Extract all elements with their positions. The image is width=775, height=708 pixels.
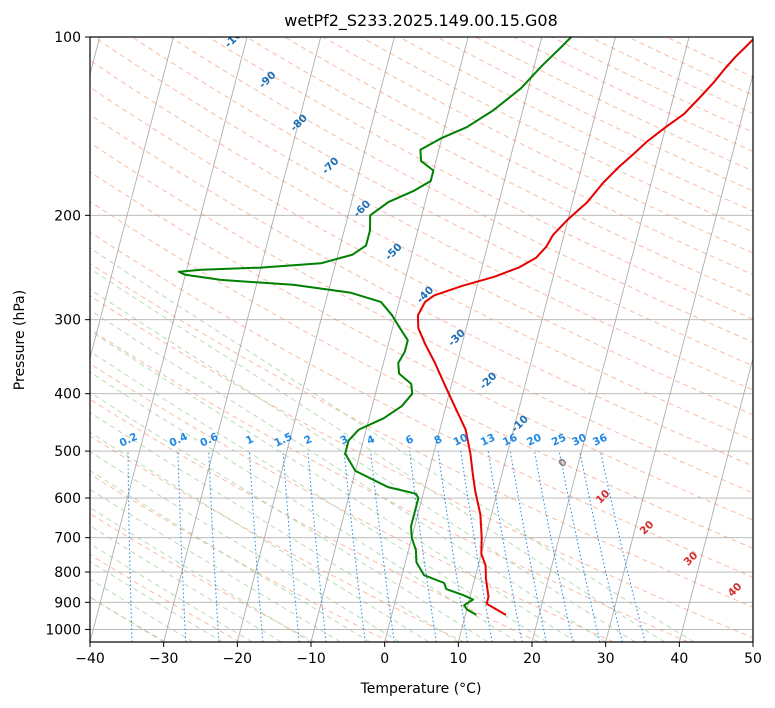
dry-adiabat-line	[90, 59, 753, 416]
mixing-ratio-line	[460, 451, 493, 642]
x-tick-label: 10	[449, 651, 467, 667]
mixing-ratio-line	[558, 451, 601, 642]
isotherm-line	[163, 37, 322, 642]
y-tick-label: 200	[54, 208, 81, 224]
dry-adiabat-line	[90, 114, 753, 467]
mixing-ratio-label: 10	[452, 432, 470, 449]
dry-adiabat-line	[90, 295, 753, 639]
x-tick-label: 30	[597, 651, 615, 667]
y-tick-label: 600	[54, 491, 81, 507]
mixing-ratio-label: 30	[570, 432, 588, 449]
y-tick-label: 800	[54, 565, 81, 581]
mixing-ratio-label: 13	[479, 432, 497, 449]
mixing-ratio-label: 4	[365, 433, 377, 447]
moist-adiabat-line	[90, 560, 223, 642]
isotherm-line	[384, 37, 543, 642]
moist-adiabat-line	[90, 371, 518, 642]
moist-adiabat-line	[90, 247, 695, 642]
chart-title: wetPf2_S233.2025.149.00.15.G08	[284, 11, 558, 31]
moist-adiabat-line	[90, 543, 253, 642]
moist-adiabat-line	[90, 391, 489, 642]
mixing-ratio-line	[509, 451, 547, 642]
y-tick-label: 300	[54, 313, 81, 329]
grid-layer	[90, 37, 753, 642]
y-tick-label: 500	[54, 444, 81, 460]
moist-adiabat-line	[90, 578, 194, 642]
mixing-ratio-line	[579, 451, 623, 642]
y-tick-label: 100	[54, 30, 81, 46]
mixing-ratio-label: 0.1	[71, 431, 93, 450]
mixing-ratio-line	[343, 451, 366, 642]
moist-adiabat-line	[90, 488, 341, 642]
dry-adiabat-line	[90, 262, 753, 608]
dry-adiabat-line	[90, 231, 753, 578]
dry-adiabat-line	[90, 435, 465, 642]
mixing-ratio-line	[409, 451, 437, 642]
isotherm-line	[678, 356, 753, 642]
moist-adiabat-line	[90, 525, 282, 642]
mixing-ratio-label: 1	[244, 433, 256, 447]
mixing-ratio-line	[437, 451, 468, 642]
isotherm-line	[90, 37, 248, 642]
mixing-ratio-label: 20	[525, 432, 543, 449]
tick-layer: −40 −30 −20 −10 0 10 20 30 40 5010020030040050060…	[45, 30, 762, 667]
mixing-ratio-line	[487, 451, 523, 642]
mixing-ratio-line	[600, 450, 646, 642]
dry-adiabat-line	[90, 398, 540, 642]
isotherm-line	[90, 37, 174, 361]
x-tick-label: 0	[380, 651, 389, 667]
dry-adiabat-line	[131, 37, 753, 367]
x-tick-label: 50	[744, 651, 762, 667]
dry-adiabat-line	[170, 37, 753, 343]
x-tick-label: −40	[75, 651, 105, 667]
dry-adiabat-line	[90, 86, 753, 441]
y-axis-label: Pressure (hPa)	[12, 290, 28, 390]
mixing-ratio-label: 3	[338, 433, 350, 447]
plot-frame	[89, 36, 754, 643]
y-tick-label: 700	[54, 531, 81, 547]
dry-adiabat-line	[90, 363, 614, 642]
y-tick-label: 1000	[45, 622, 81, 638]
mixing-ratio-label: 8	[432, 433, 444, 447]
y-tick-label: 900	[54, 595, 81, 611]
dry-adiabat-line	[246, 37, 753, 298]
mixing-ratio-line	[534, 451, 574, 642]
mixing-ratio-label: 6	[404, 433, 416, 447]
temperature-profile-line	[416, 38, 753, 616]
isotherm-line	[605, 72, 753, 642]
mixing-ratio-label: 2	[302, 433, 314, 447]
dry-adiabat-line	[90, 200, 753, 549]
mixing-ratio-label: 25	[550, 432, 568, 449]
dry-adiabat-line	[475, 37, 753, 172]
mixing-ratio-line	[370, 451, 395, 642]
x-tick-label: 20	[523, 651, 541, 667]
x-axis-label: Temperature (°C)	[360, 681, 482, 697]
x-tick-label: 40	[670, 651, 688, 667]
x-tick-label: −10	[296, 651, 326, 667]
isotherm-line	[236, 37, 395, 642]
isotherm-line	[457, 37, 616, 642]
dewpoint-profile-line	[177, 37, 572, 616]
mixing-ratio-label: 16	[501, 432, 519, 449]
data-layer	[177, 37, 753, 616]
x-tick-label: −20	[223, 651, 253, 667]
x-tick-label: −30	[149, 651, 179, 667]
dry-adiabat-line	[360, 37, 753, 233]
y-tick-label: 400	[54, 387, 81, 403]
dry-adiabat-line	[93, 37, 753, 391]
mixing-ratio-label: 36	[591, 432, 609, 449]
isotherm-line	[531, 37, 690, 642]
